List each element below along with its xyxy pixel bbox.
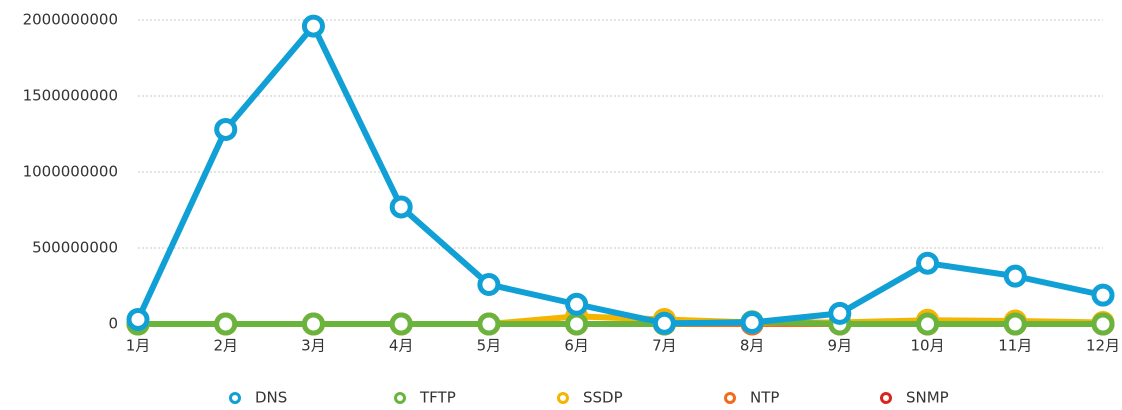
x-tick-label: 12月 <box>1086 337 1120 355</box>
series-line <box>135 23 1104 327</box>
series-line <box>138 318 1103 327</box>
x-tick-label: 7月 <box>652 337 677 355</box>
legend-marker <box>724 392 736 404</box>
point-marker <box>1003 312 1027 336</box>
x-tick-label: 2月 <box>213 337 238 355</box>
y-tick-label: 500000000 <box>32 239 118 257</box>
point-marker <box>126 307 150 331</box>
point-marker <box>916 251 940 275</box>
point-marker <box>477 312 501 336</box>
x-tick-label: 5月 <box>477 337 502 355</box>
point-marker <box>301 312 325 336</box>
legend-label: NTP <box>750 389 779 407</box>
point-marker <box>565 312 589 336</box>
point-marker <box>652 311 676 335</box>
x-tick-label: 8月 <box>740 337 765 355</box>
point-marker <box>214 117 238 141</box>
point-marker <box>1091 312 1115 336</box>
legend-label: SSDP <box>583 389 623 407</box>
y-tick-label: 2000000000 <box>23 11 118 29</box>
point-marker <box>389 312 413 336</box>
legend-label: SNMP <box>906 389 949 407</box>
x-tick-label: 3月 <box>301 337 326 355</box>
legend-label: TFTP <box>419 389 456 407</box>
y-tick-label: 1000000000 <box>23 163 118 181</box>
point-marker <box>1091 283 1115 307</box>
point-marker <box>477 272 501 296</box>
x-tick-label: 6月 <box>564 337 589 355</box>
x-tick-label: 10月 <box>910 337 944 355</box>
point-marker <box>301 14 325 38</box>
legend-label: DNS <box>255 389 287 407</box>
y-tick-label: 1500000000 <box>23 87 118 105</box>
legend-marker <box>394 392 406 404</box>
x-tick-label: 11月 <box>998 337 1032 355</box>
point-marker <box>565 292 589 316</box>
point-marker <box>916 312 940 336</box>
point-marker <box>1003 264 1027 288</box>
point-marker <box>389 195 413 219</box>
x-tick-label: 1月 <box>126 337 151 355</box>
x-tick-label: 4月 <box>389 337 414 355</box>
legend-marker <box>880 392 892 404</box>
legend-marker <box>557 392 569 404</box>
legend-marker <box>229 392 241 404</box>
y-tick-label: 0 <box>108 315 118 333</box>
x-tick-label: 9月 <box>828 337 853 355</box>
point-marker <box>214 312 238 336</box>
point-marker <box>740 310 764 334</box>
point-marker <box>828 301 852 325</box>
